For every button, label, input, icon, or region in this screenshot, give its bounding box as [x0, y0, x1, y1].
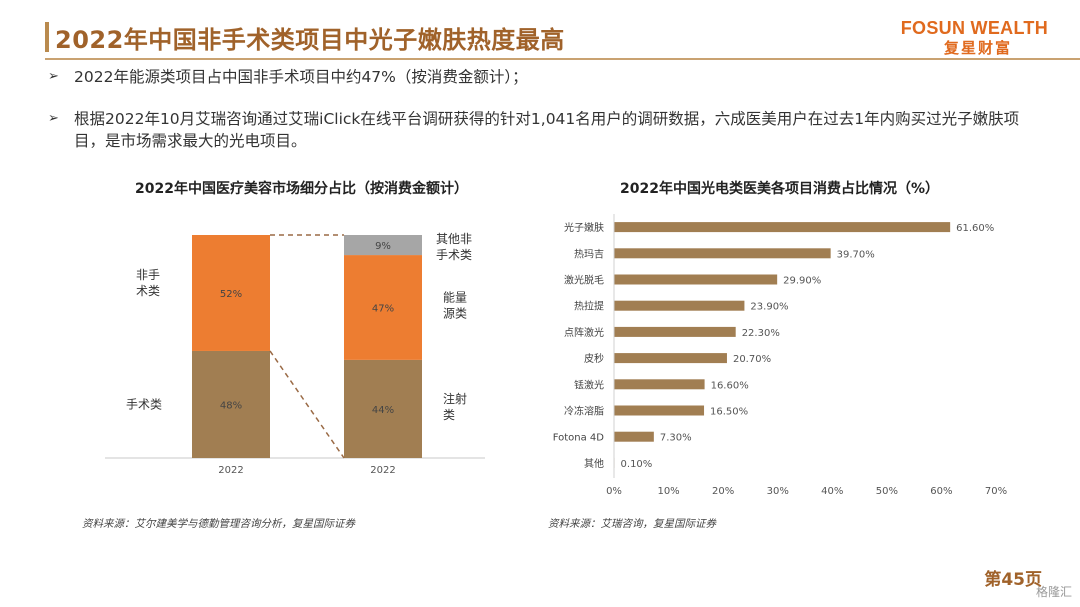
data-label: 20.70% [733, 354, 771, 365]
data-label-injection: 44% [372, 405, 394, 416]
x-tick-label: 50% [876, 486, 898, 497]
x-tick-label: 70% [985, 486, 1007, 497]
brand-name-en: FOSUN WEALTH [900, 18, 1048, 38]
category-label: 热拉提 [574, 300, 604, 313]
x-tick-label: 2022 [218, 465, 243, 476]
page-number: 第45页 [984, 570, 1042, 590]
x-tick-label: 20% [712, 486, 734, 497]
category-label: 点阵激光 [564, 326, 604, 339]
bullet-text: 2022年能源类项目占中国非手术项目中约47%（按消费金额计）； [74, 68, 528, 86]
label-energy: 能量源类 [443, 290, 467, 320]
brand-logo: FOSUN WEALTH 复星财富 [901, 18, 1048, 58]
right-chart-title: 2022年中国光电类医美各项目消费占比情况（%） [620, 181, 939, 197]
bar [614, 353, 727, 364]
label-nonsurgical: 非手术类 [136, 268, 160, 298]
watermark: 格隆汇 [1035, 585, 1072, 599]
title-underline [45, 58, 1080, 60]
category-label: 其他 [584, 457, 604, 470]
category-label: 热玛吉 [574, 247, 604, 260]
data-label: 39.70% [837, 249, 875, 260]
bar [614, 222, 951, 233]
category-label: 光子嫩肤 [564, 221, 604, 234]
bullet-arrow-icon: ➢ [48, 111, 59, 126]
bar [614, 379, 705, 390]
x-tick-label: 30% [767, 486, 789, 497]
bar-segment-injection [344, 359, 422, 458]
label-surgical: 手术类 [126, 397, 162, 411]
data-label-other: 9% [375, 241, 391, 252]
data-label-energy: 47% [372, 303, 394, 314]
bar [614, 274, 778, 285]
label-other-nonsurgical: 其他非手术类 [436, 232, 472, 262]
category-label: Fotona 4D [553, 433, 605, 444]
source-right: 资料来源：艾瑞咨询，复星国际证券 [548, 518, 716, 530]
source-left: 资料来源：艾尔建美学与德勤管理咨询分析，复星国际证券 [82, 518, 355, 530]
connector-line-bottom [269, 350, 345, 459]
brand-name-cn: 复星财富 [943, 39, 1012, 57]
bar [614, 431, 654, 442]
bullet-arrow-icon: ➢ [48, 69, 59, 84]
category-label: 激光脱毛 [564, 274, 604, 287]
data-label-surgical: 48% [220, 400, 242, 411]
data-label: 22.30% [742, 328, 780, 339]
data-label: 23.90% [750, 302, 788, 313]
bar-segment-nonsurgical [192, 235, 270, 351]
bullet-text: 根据2022年10月艾瑞咨询通过艾瑞iClick在线平台调研获得的针对1,041… [74, 110, 1020, 150]
page-title: 2022年中国非手术类项目中光子嫩肤热度最高 [55, 26, 565, 54]
right-chart: 光子嫩肤 61.60% 热玛吉 39.70% 激光脱毛 29.90% 热拉提 23.90% 点阵… [553, 214, 1007, 497]
category-label: 皮秒 [584, 352, 604, 365]
x-tick-label: 2022 [370, 465, 395, 476]
bar-segment-other [344, 235, 422, 256]
bar [614, 326, 736, 337]
data-label-nonsurgical: 52% [220, 289, 242, 300]
data-label: 16.60% [711, 380, 749, 391]
x-tick-label: 60% [930, 486, 952, 497]
category-label: 冷冻溶脂 [564, 405, 604, 418]
data-label: 16.50% [710, 407, 748, 418]
title-bar: 2022年中国非手术类项目中光子嫩肤热度最高 [45, 18, 1080, 60]
data-label: 7.30% [660, 433, 692, 444]
data-label: 0.10% [621, 459, 653, 470]
x-tick-label: 40% [821, 486, 843, 497]
bar [614, 405, 705, 416]
x-tick-label: 10% [657, 486, 679, 497]
left-chart-title: 2022年中国医疗美容市场细分占比（按消费金额计） [135, 181, 468, 197]
data-label: 61.60% [956, 223, 994, 234]
bar [614, 248, 831, 259]
title-accent [45, 22, 49, 52]
label-injection: 注射类 [443, 391, 467, 422]
bar-segment-energy [344, 255, 422, 360]
data-label: 29.90% [783, 276, 821, 287]
x-tick-label: 0% [606, 486, 622, 497]
category-label: 铥激光 [574, 378, 604, 391]
bar-segment-surgical [192, 350, 270, 458]
bar [614, 300, 745, 311]
